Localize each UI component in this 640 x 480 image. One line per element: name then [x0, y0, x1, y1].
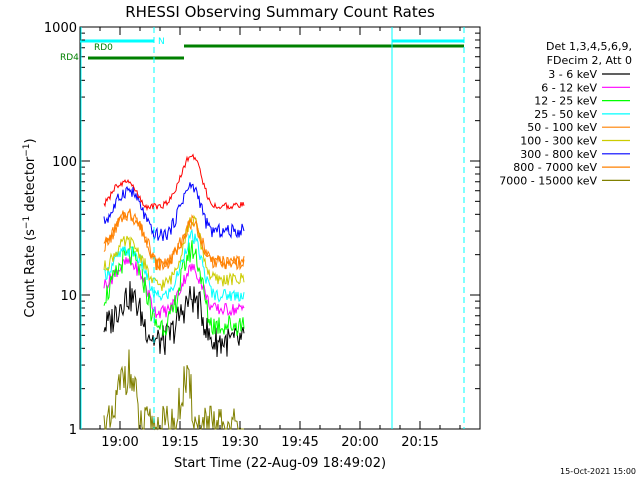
- legend-label-1: 6 - 12 keV: [541, 81, 597, 94]
- legend-label-6: 300 - 800 keV: [520, 148, 597, 161]
- legend-header-2: FDecim 2, Att 0: [547, 54, 632, 67]
- legend-label-8: 7000 - 15000 keV: [499, 174, 597, 187]
- x-tick-label-3: 19:45: [281, 435, 318, 450]
- chart-title: RHESSI Observing Summary Count Rates: [125, 3, 435, 21]
- y-label-sup1: −1: [22, 216, 32, 229]
- x-tick-label-2: 19:30: [221, 435, 258, 450]
- x-axis-label: Start Time (22-Aug-09 18:49:02): [174, 456, 386, 471]
- axis-layer: 19:00 19:15 19:30 19:45 20:00 20:15 1 10 100 1000: [44, 21, 480, 450]
- legend-label-5: 100 - 300 keV: [520, 135, 597, 148]
- series-line-5: [103, 214, 245, 291]
- y-tick-label-3: 1000: [44, 21, 77, 36]
- x-tick-label-5: 20:15: [401, 435, 438, 450]
- y-axis-label: Count Rate (s−1 detector−1): [22, 138, 38, 317]
- series-line-6: [103, 182, 245, 241]
- y-tick-label-1: 10: [60, 289, 77, 304]
- y-label-post: ): [23, 138, 38, 143]
- flag-label-rd0: RD0: [94, 43, 113, 53]
- y-label-pre: Count Rate (s: [23, 229, 38, 318]
- series-line-0: [103, 281, 245, 358]
- series-line-3: [103, 228, 245, 303]
- legend-label-0: 3 - 6 keV: [548, 68, 597, 81]
- footer-date: 15-Oct-2021 15:00: [560, 467, 636, 476]
- y-label-sup2: −1: [22, 143, 32, 156]
- legend-label-4: 50 - 100 keV: [527, 121, 597, 134]
- flag-label-rd4: RD4: [60, 53, 79, 63]
- series-layer: [103, 153, 245, 431]
- series-line-8: [103, 349, 244, 431]
- x-tick-label-4: 20:00: [341, 435, 378, 450]
- y-label-mid: detector: [23, 156, 38, 216]
- legend-header-1: Det 1,3,4,5,6,9,: [546, 40, 632, 53]
- legend-label-2: 12 - 25 keV: [534, 95, 597, 108]
- y-tick-label-2: 100: [52, 155, 77, 170]
- y-tick-label-0: 1: [69, 423, 77, 438]
- x-tick-label-0: 19:00: [101, 435, 138, 450]
- series-line-7: [103, 208, 245, 271]
- series-line-red: [103, 153, 245, 212]
- legend-label-3: 25 - 50 keV: [534, 108, 597, 121]
- flag-label-n: N: [158, 37, 165, 47]
- legend-label-7: 800 - 7000 keV: [513, 161, 597, 174]
- x-tick-label-1: 19:15: [161, 435, 198, 450]
- flag-layer: N RD0 RD4: [60, 37, 464, 63]
